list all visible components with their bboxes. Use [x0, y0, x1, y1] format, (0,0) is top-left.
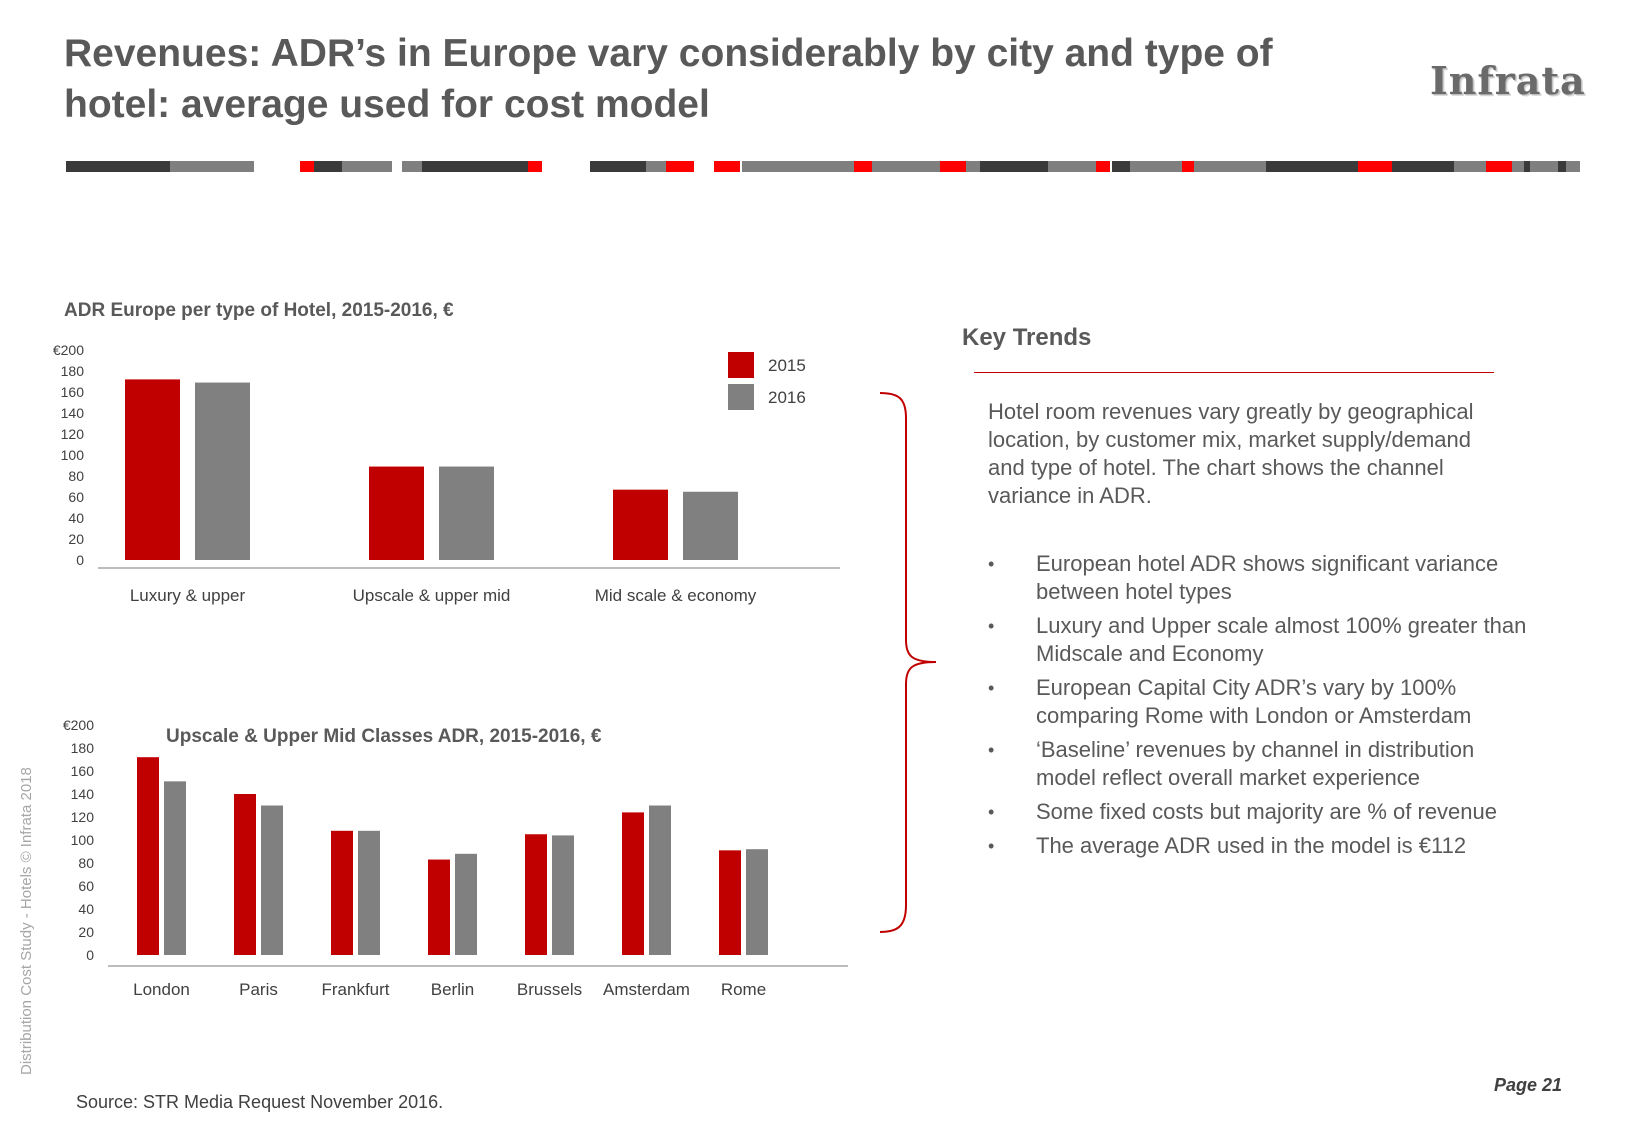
y-tick-label: 140 — [61, 405, 85, 421]
legend-swatch-2015 — [728, 352, 754, 378]
bullet-dot-icon: • — [988, 678, 995, 698]
bar-2016-mid-scale-economy — [683, 491, 738, 560]
y-tick-label: 160 — [61, 384, 85, 400]
y-tick-label: 0 — [76, 552, 84, 568]
y-tick-label: 40 — [68, 510, 84, 526]
list-item: • ‘Baseline’ revenues by channel in distr… — [988, 737, 1475, 790]
bullet-dot-icon: • — [988, 616, 995, 636]
bullet-dot-icon: • — [988, 836, 995, 856]
bar-2016-berlin — [455, 853, 477, 955]
y-tick-label: 60 — [68, 489, 84, 505]
y-tick-label: 180 — [61, 363, 85, 379]
bar-2016-luxury-upper — [195, 382, 250, 560]
list-item: • Luxury and Upper scale almost 100% grea… — [988, 613, 1527, 666]
bar-2016-frankfurt — [358, 830, 380, 955]
key-trends-title: Key Trends — [962, 324, 1092, 351]
y-tick-label: 80 — [68, 468, 84, 484]
y-tick-label: 140 — [71, 786, 95, 802]
x-tick-label: Rome — [721, 980, 766, 999]
bar-2015-rome — [719, 850, 741, 955]
x-tick-label: Upscale & upper mid — [353, 586, 511, 605]
page-number: Page 21 — [1494, 1075, 1563, 1095]
bar-2016-upscale-upper-mid — [439, 466, 494, 560]
bar-2015-luxury-upper — [125, 379, 180, 560]
source-note: Source: STR Media Request November 2016. — [76, 1092, 444, 1112]
list-item: • European hotel ADR shows significant va… — [988, 551, 1499, 604]
bar-2016-brussels — [552, 835, 574, 955]
bar-2015-london — [137, 757, 159, 955]
infrata-logo: Infrata — [1430, 58, 1586, 103]
chart-adr-by-hotel-type: €200 180 160 140 120 100 80 60 40 20 0 Luxury & upp… — [53, 342, 840, 605]
legend-swatch-2016 — [728, 384, 754, 410]
y-tick-label: 160 — [71, 763, 95, 779]
bullet-dot-icon: • — [988, 740, 995, 760]
list-item: • Some fixed costs but majority are % of … — [988, 799, 1497, 824]
y-tick-label: 40 — [78, 901, 94, 917]
vertical-copyright-text: Distribution Cost Study - Hotels © Infra… — [18, 767, 35, 1075]
key-trends-list: • European hotel ADR shows significant va… — [988, 550, 1528, 866]
y-tick-label: 100 — [71, 832, 95, 848]
bar-2016-rome — [746, 849, 768, 955]
y-tick-label: 180 — [71, 740, 95, 756]
bar-2015-amsterdam — [622, 812, 644, 955]
y-tick-label: €200 — [63, 717, 94, 733]
bar-2015-frankfurt — [331, 830, 353, 955]
y-tick-label: 120 — [71, 809, 95, 825]
y-tick-label: 20 — [68, 531, 84, 547]
y-tick-label: 120 — [61, 426, 85, 442]
x-tick-label: Frankfurt — [321, 980, 389, 999]
bar-2015-berlin — [428, 859, 450, 955]
x-tick-label: Mid scale & economy — [595, 586, 757, 605]
x-tick-label: London — [133, 980, 190, 999]
bar-2016-paris — [261, 805, 283, 955]
chart-1-title: ADR Europe per type of Hotel, 2015-2016,… — [64, 300, 454, 321]
bar-2016-amsterdam — [649, 805, 671, 955]
decorative-color-strip — [66, 161, 1580, 172]
bullet-dot-icon: • — [988, 802, 995, 822]
y-tick-label: 80 — [78, 855, 94, 871]
legend-label: 2015 — [768, 356, 806, 375]
x-tick-label: Luxury & upper — [130, 586, 246, 605]
key-trends-intro: Hotel room revenues vary greatly by geog… — [988, 399, 1474, 508]
y-tick-label: €200 — [53, 342, 84, 358]
bar-2015-brussels — [525, 834, 547, 955]
chart-2-title: Upscale & Upper Mid Classes ADR, 2015-20… — [166, 726, 602, 747]
x-tick-label: Amsterdam — [603, 980, 690, 999]
bar-2016-london — [164, 781, 186, 955]
slide-title: Revenues: ADR’s in Europe vary considera… — [64, 32, 1273, 126]
x-tick-label: Berlin — [431, 980, 474, 999]
bar-2015-mid-scale-economy — [613, 489, 668, 560]
legend-label: 2016 — [768, 388, 806, 407]
list-item: • The average ADR used in the model is €1… — [988, 833, 1467, 858]
y-tick-label: 20 — [78, 924, 94, 940]
y-tick-label: 0 — [86, 947, 94, 963]
bar-2015-upscale-upper-mid — [369, 466, 424, 560]
curly-bracket — [879, 392, 937, 933]
y-tick-label: 100 — [61, 447, 85, 463]
bullet-dot-icon: • — [988, 554, 995, 574]
x-tick-label: Brussels — [517, 980, 582, 999]
list-item: • European Capital City ADR’s vary by 100… — [988, 675, 1472, 728]
chart-adr-by-city: €200 180 160 140 120 100 80 60 40 20 0 London Paris F… — [63, 717, 848, 999]
key-trends-divider — [974, 372, 1494, 373]
bar-2015-paris — [234, 794, 256, 955]
x-tick-label: Paris — [239, 980, 278, 999]
y-tick-label: 60 — [78, 878, 94, 894]
